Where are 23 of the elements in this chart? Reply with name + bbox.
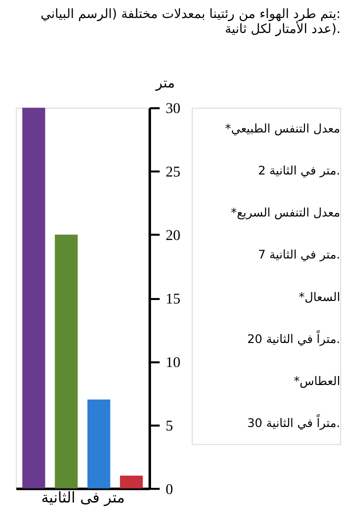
text: عدد الأمتار لكل ثانية).: [224, 22, 341, 38]
bar: [54, 234, 78, 488]
y-tick-label: 25: [166, 164, 180, 181]
x-axis-title: متر فى الثانية: [41, 490, 125, 507]
text: يتم طرد الهواء من رئتينا بمعدلات مختلفة (الرسم البياني:: [40, 7, 341, 22]
y-tick-label: 20: [166, 228, 180, 244]
text: *معدل التنفس السريع: [230, 206, 340, 220]
y-tick-label: 5: [166, 418, 174, 434]
text: 2 متر في الثانية.: [258, 164, 340, 178]
text: 7 متر في الثانية.: [258, 248, 340, 262]
text: *العطاس: [294, 374, 340, 388]
text: *معدل التنفس الطبيعي: [225, 122, 340, 136]
bar: [22, 108, 46, 488]
text: 30 متراً في الثانية.: [247, 414, 340, 430]
bar: [87, 400, 110, 488]
y-tick-label: 0: [166, 482, 174, 498]
y-axis-title: متر: [154, 75, 175, 92]
y-tick-label: 15: [166, 291, 180, 308]
y-tick-label: 30: [166, 101, 180, 118]
y-tick-label: 10: [166, 354, 180, 371]
text: 20 متراً في الثانية.: [247, 330, 340, 346]
text: *السعال: [298, 290, 340, 304]
bar: [120, 476, 143, 488]
